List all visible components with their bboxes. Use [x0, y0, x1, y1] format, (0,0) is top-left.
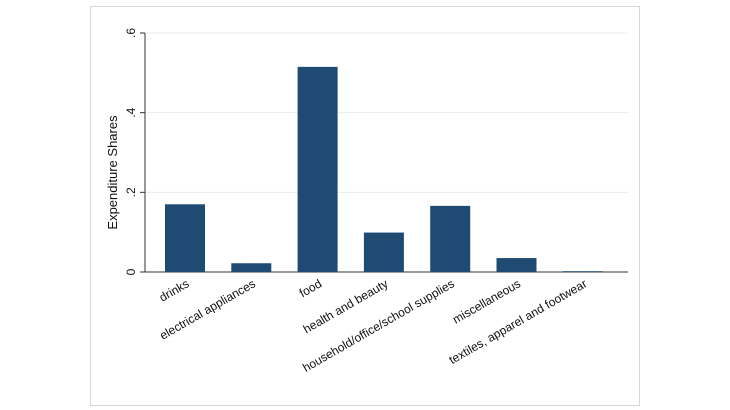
y-axis: [140, 32, 146, 273]
y-tick-label: .6: [124, 28, 138, 38]
bar: [165, 204, 205, 272]
bars: [165, 66, 603, 272]
y-tick-label: .4: [124, 107, 138, 117]
bar: [363, 232, 404, 272]
bar: [496, 258, 537, 272]
y-tick-labels: 0 .2 .4 .6: [124, 28, 138, 276]
y-axis-title: Expenditure Shares: [105, 115, 120, 230]
bar: [231, 263, 272, 272]
x-tick-label: food: [297, 276, 324, 300]
bar: [562, 271, 603, 272]
bar: [297, 66, 338, 272]
y-tick-label: .2: [124, 187, 138, 197]
bar: [430, 205, 471, 272]
x-tick-label: drinks: [157, 276, 192, 304]
y-tick-label: 0: [124, 268, 138, 275]
